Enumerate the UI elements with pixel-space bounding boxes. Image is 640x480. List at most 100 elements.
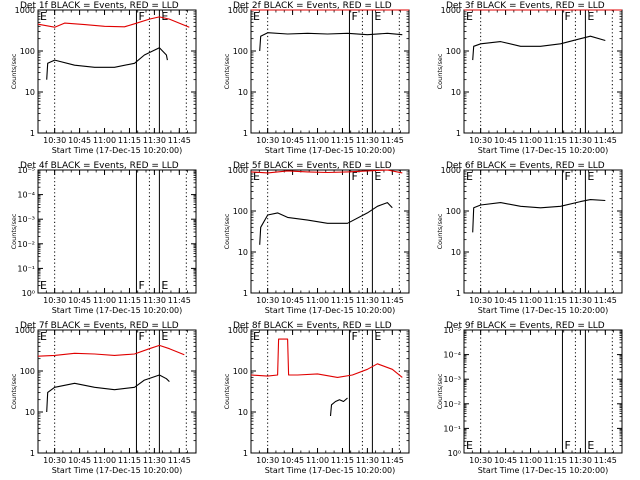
y-tick-label: 10	[238, 88, 248, 97]
x-axis-label: Start Time (17-Dec-15 10:20:00)	[478, 306, 609, 315]
x-tick-label: 10:45	[68, 136, 91, 145]
x-tick-label: 10:30	[43, 136, 66, 145]
x-tick-label: 11:15	[544, 136, 567, 145]
x-tick-label: 11:15	[544, 456, 567, 465]
series-line-lld	[37, 16, 190, 28]
y-tick-label: 1	[30, 449, 35, 458]
marker-label: E	[466, 10, 473, 23]
panel-title: Det 1f BLACK = Events, RED = LLD	[20, 1, 179, 11]
x-tick-label: 11:00	[519, 296, 542, 305]
series-line-events	[329, 397, 348, 417]
plot-frame	[37, 169, 197, 294]
y-axis-label: Counts/sec	[223, 53, 231, 89]
panel-det-3: Det 3f BLACK = Events, RED = LLD 1 10 100 10…	[436, 1, 623, 155]
x-tick-label: 10:45	[281, 296, 304, 305]
y-tick-label: 10⁻³	[443, 375, 461, 384]
y-tick-label: 10	[25, 408, 35, 417]
marker-label: E	[587, 10, 594, 23]
x-tick-label: 11:15	[118, 296, 141, 305]
x-axis-label: Start Time (17-Dec-15 10:20:00)	[52, 146, 183, 155]
marker-label: E	[253, 330, 260, 343]
y-tick-label: 100	[20, 367, 35, 376]
panel-title: Det 9f BLACK = Events, RED = LLD	[446, 321, 605, 331]
marker-label: E	[40, 279, 47, 292]
marker-label: E	[253, 170, 260, 183]
y-axis-label: Counts/sec	[10, 373, 18, 409]
y-axis-label: Counts/sec	[223, 213, 231, 249]
y-tick-label: 1000	[228, 166, 248, 175]
marker-label: E	[587, 439, 594, 452]
y-tick-label: 10⁻¹	[17, 264, 35, 273]
x-tick-label: 11:15	[331, 296, 354, 305]
y-tick-label: 10⁰	[448, 449, 461, 458]
series-line-events	[472, 199, 606, 233]
y-tick-label: 10⁻³	[17, 215, 35, 224]
x-tick-label: 10:45	[494, 136, 517, 145]
y-tick-label: 100	[233, 367, 248, 376]
x-axis-label: Start Time (17-Dec-15 10:20:00)	[265, 466, 396, 475]
series-line-events	[46, 47, 168, 80]
x-tick-label: 11:45	[168, 136, 191, 145]
x-axis-label: Start Time (17-Dec-15 10:20:00)	[52, 466, 183, 475]
x-tick-label: 11:45	[381, 296, 404, 305]
x-axis-label: Start Time (17-Dec-15 10:20:00)	[265, 146, 396, 155]
panel-det-7: Det 7f BLACK = Events, RED = LLD 1 10 100 10…	[10, 321, 197, 475]
x-tick-label: 10:45	[68, 296, 91, 305]
marker-label: E	[374, 10, 381, 23]
y-axis-label: Counts/sec	[10, 213, 18, 249]
marker-label: F	[138, 330, 144, 343]
x-tick-label: 10:30	[43, 296, 66, 305]
x-tick-label: 11:15	[331, 136, 354, 145]
y-tick-label: 10⁻⁴	[17, 191, 35, 200]
marker-label: E	[40, 330, 47, 343]
x-tick-label: 11:30	[143, 456, 166, 465]
x-tick-label: 11:00	[306, 136, 329, 145]
x-tick-label: 10:30	[469, 136, 492, 145]
y-tick-label: 10⁻²	[443, 400, 461, 409]
x-tick-label: 10:45	[281, 136, 304, 145]
plot-frame	[37, 9, 197, 134]
x-tick-label: 11:00	[93, 296, 116, 305]
marker-label: E	[374, 330, 381, 343]
y-tick-label: 10⁻⁵	[443, 326, 461, 335]
plot-frame	[463, 169, 623, 294]
panel-det-9: Det 9f BLACK = Events, RED = LLD 10⁰ 10⁻¹ 1…	[436, 321, 623, 475]
x-tick-label: 11:45	[594, 136, 617, 145]
y-tick-label: 1	[30, 129, 35, 138]
x-axis-label: Start Time (17-Dec-15 10:20:00)	[265, 306, 396, 315]
x-tick-label: 11:00	[306, 456, 329, 465]
y-tick-label: 100	[233, 207, 248, 216]
marker-label: F	[351, 10, 357, 23]
x-tick-label: 10:45	[68, 456, 91, 465]
x-tick-label: 11:45	[381, 136, 404, 145]
panel-det-4: Det 4f BLACK = Events, RED = LLD 10⁰ 10⁻¹ 1…	[10, 161, 197, 315]
x-axis-label: Start Time (17-Dec-15 10:20:00)	[478, 466, 609, 475]
marker-label: E	[40, 10, 47, 23]
x-tick-label: 11:30	[356, 136, 379, 145]
y-tick-label: 100	[20, 47, 35, 56]
panel-det-2: Det 2f BLACK = Events, RED = LLD 1 10 100 10…	[223, 1, 410, 155]
x-tick-label: 11:00	[93, 456, 116, 465]
marker-label: F	[138, 10, 144, 23]
plot-frame	[250, 329, 410, 454]
y-tick-label: 10⁻²	[17, 240, 35, 249]
panel-det-5: Det 5f BLACK = Events, RED = LLD 1 10 100 10…	[223, 161, 410, 315]
y-tick-label: 1000	[441, 6, 461, 15]
x-axis-label: Start Time (17-Dec-15 10:20:00)	[52, 306, 183, 315]
y-tick-label: 10	[238, 408, 248, 417]
marker-label: E	[466, 170, 473, 183]
y-tick-label: 1	[243, 449, 248, 458]
series-line-events	[472, 35, 606, 61]
y-tick-label: 100	[446, 47, 461, 56]
x-tick-label: 10:30	[256, 456, 279, 465]
x-tick-label: 10:30	[469, 296, 492, 305]
x-tick-label: 10:30	[43, 456, 66, 465]
x-tick-label: 11:15	[544, 296, 567, 305]
x-tick-label: 11:30	[143, 136, 166, 145]
x-tick-label: 11:30	[143, 296, 166, 305]
plot-frame	[37, 329, 197, 454]
plot-frame	[250, 9, 410, 134]
panel-title: Det 4f BLACK = Events, RED = LLD	[20, 161, 179, 171]
marker-label: F	[138, 279, 144, 292]
